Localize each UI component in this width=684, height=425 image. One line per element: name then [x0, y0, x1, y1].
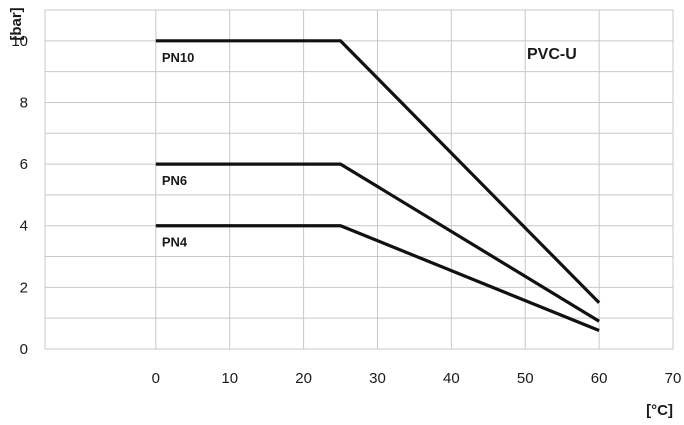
x-tick-label: 30	[369, 370, 386, 387]
series-line-pn4	[155, 224, 600, 332]
y-tick-label: 4	[20, 218, 28, 235]
material-label: PVC-U	[527, 46, 577, 63]
y-axis-label: [bar]	[8, 7, 25, 40]
y-tick-label: 10	[11, 33, 28, 50]
y-tick-label: 6	[20, 156, 28, 173]
x-tick-label: 10	[221, 370, 238, 387]
y-tick-label: 0	[20, 341, 28, 358]
x-tick-label: 20	[295, 370, 312, 387]
x-tick-label: 40	[443, 370, 460, 387]
series-labels: PN10 PN6 PN4	[162, 50, 195, 250]
plot-frame	[44, 9, 674, 350]
series-line-pn10	[155, 39, 601, 304]
series-label-pn10: PN10	[162, 50, 195, 65]
y-tick-label: 8	[20, 94, 28, 111]
series-label-pn6: PN6	[162, 173, 187, 188]
x-axis-label: [°C]	[646, 402, 673, 419]
tick-labels: 0 2 4 6 8 10 0 10 20 30 40 50 60 70	[11, 33, 681, 387]
y-tick-label: 2	[20, 279, 28, 296]
x-tick-label: 0	[152, 370, 160, 387]
series-label-pn4: PN4	[162, 235, 188, 250]
series-lines	[155, 39, 601, 332]
x-tick-label: 50	[517, 370, 534, 387]
series-line-pn6	[155, 162, 600, 323]
x-tick-label: 60	[591, 370, 608, 387]
grid	[44, 9, 674, 350]
x-tick-label: 70	[665, 370, 682, 387]
